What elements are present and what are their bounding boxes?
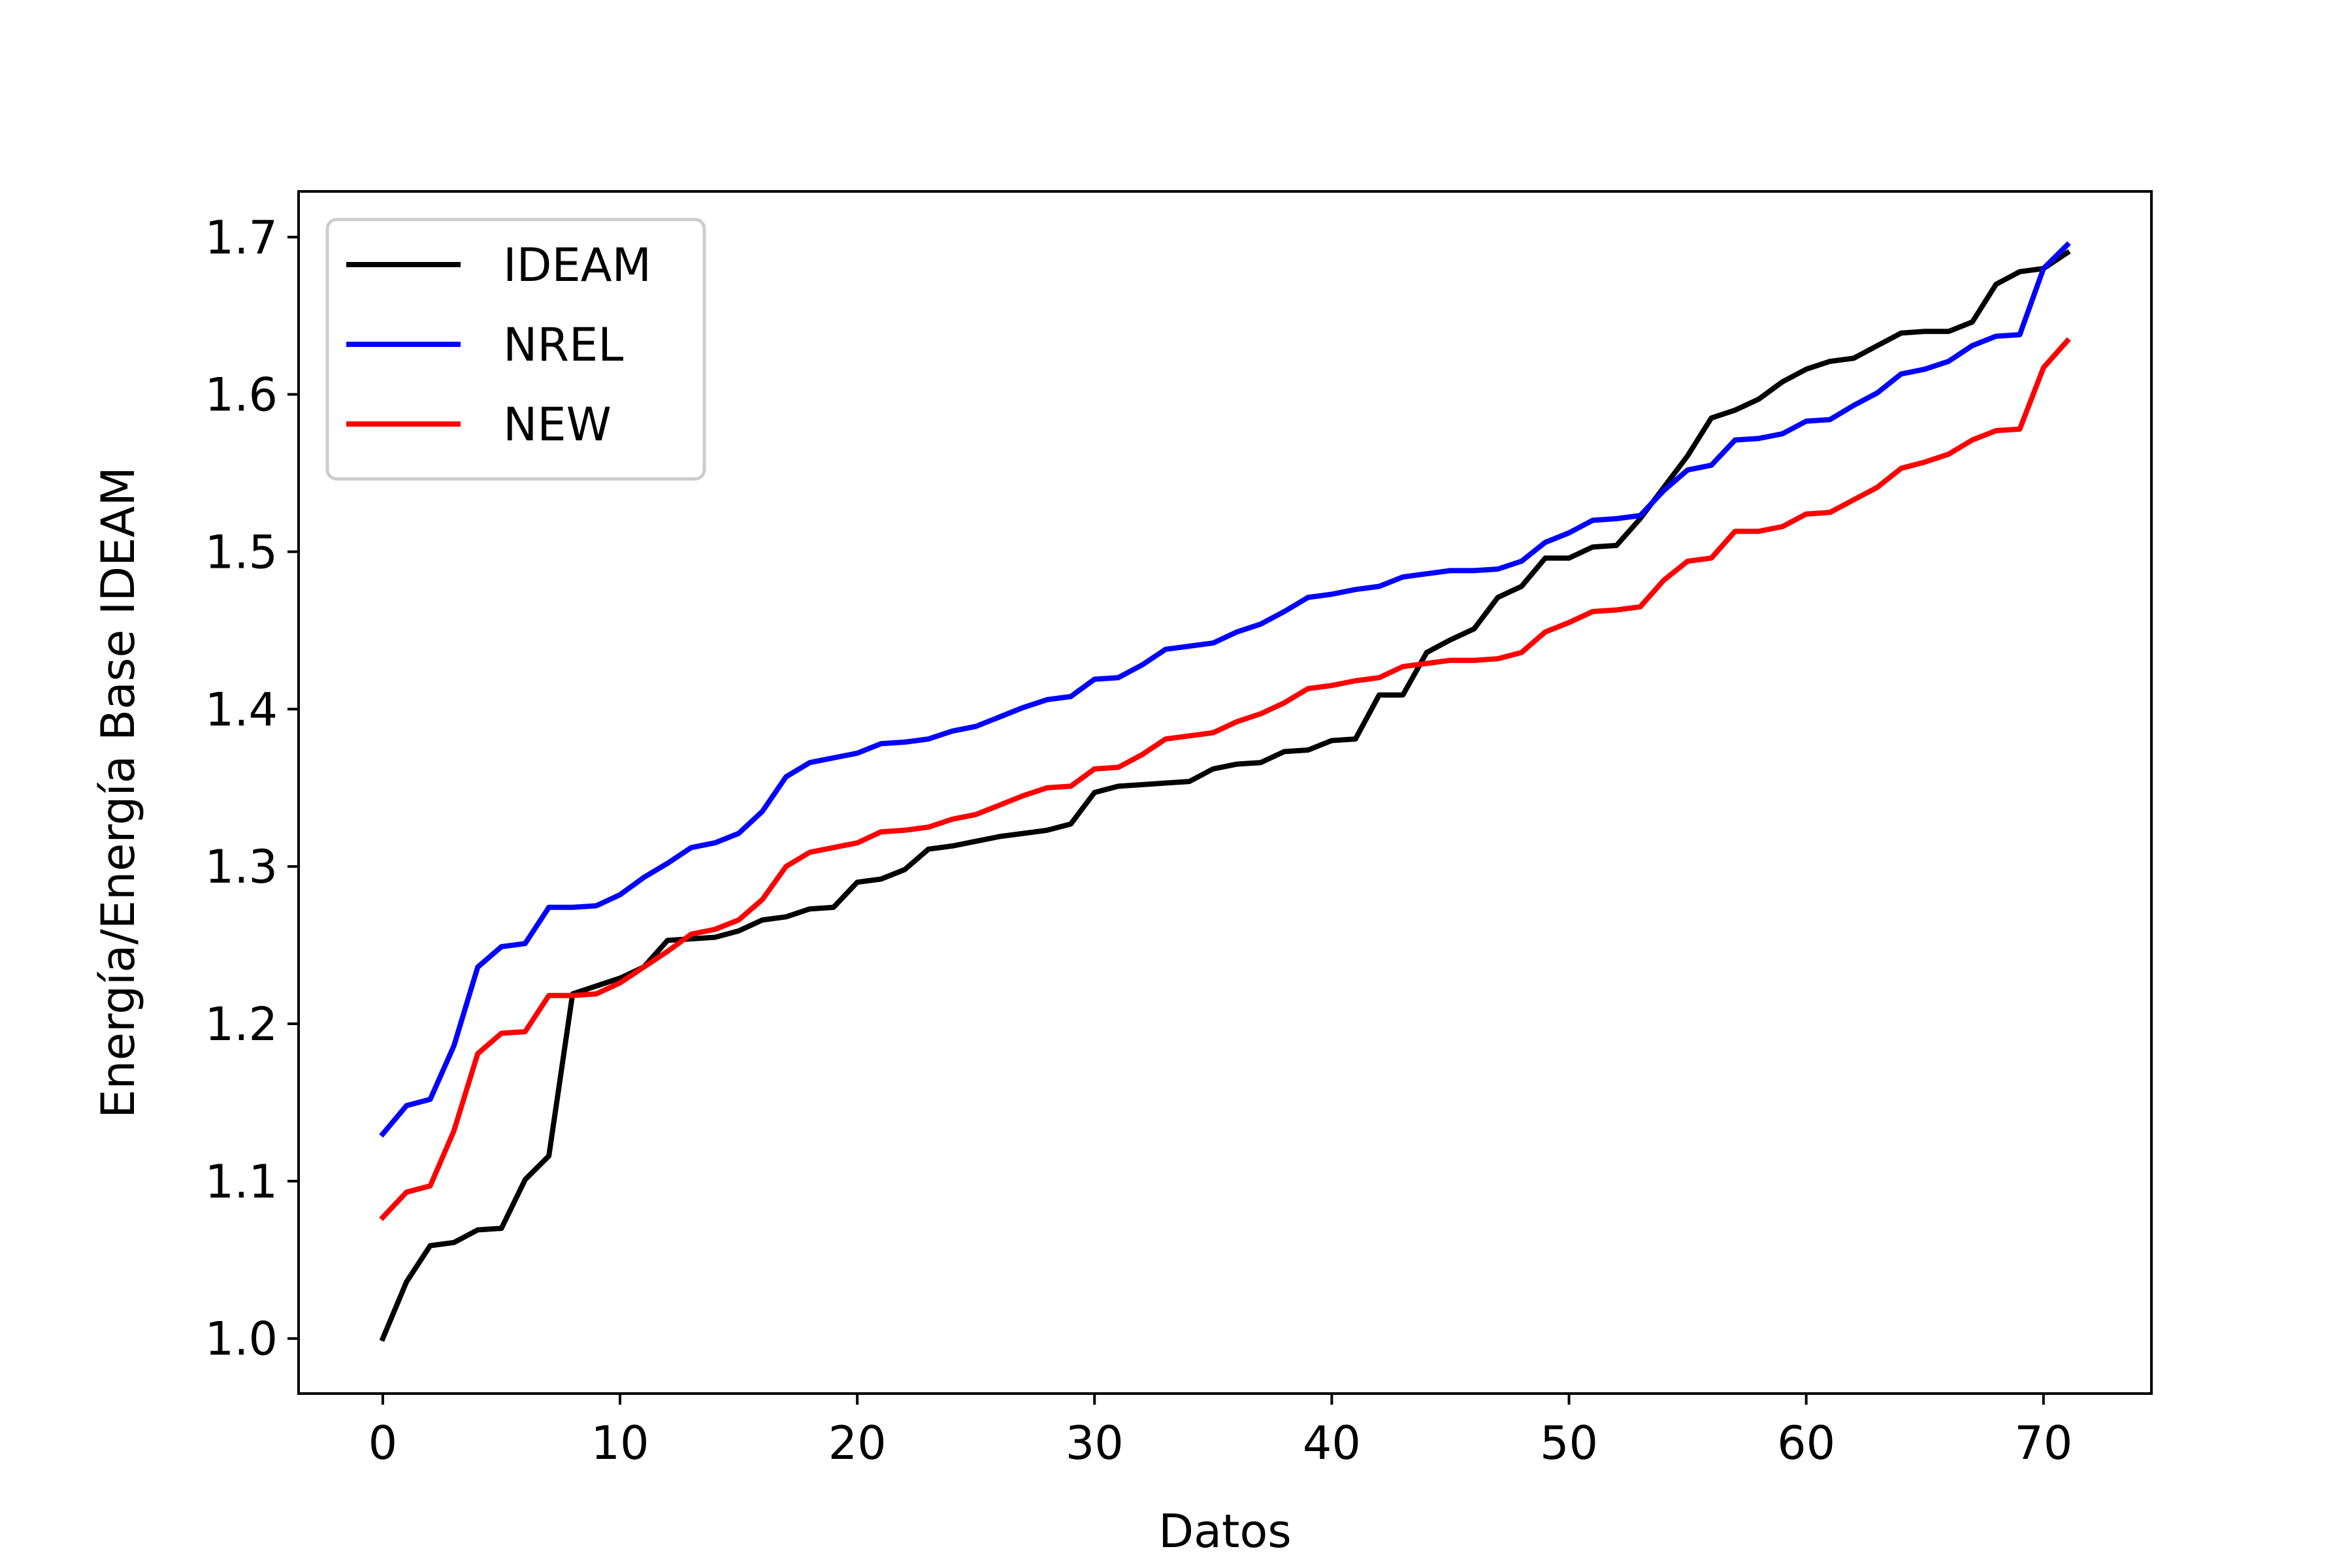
- legend-label-nrel: NREL: [503, 318, 623, 372]
- legend-box: [325, 218, 706, 481]
- x-tick-label: 60: [1777, 1416, 1835, 1470]
- x-tick-label: 70: [2014, 1416, 2072, 1470]
- legend: IDEAM NREL NEW: [325, 218, 706, 481]
- y-tick-label: 1.5: [205, 526, 278, 580]
- y-tick-label: 1.7: [205, 211, 278, 265]
- x-tick-label: 40: [1303, 1416, 1361, 1470]
- plot-area-frame: [297, 190, 2153, 1395]
- x-tick-label: 20: [828, 1416, 887, 1470]
- series-line-nrel: [379, 241, 2071, 1138]
- series-layer: [379, 241, 2071, 1342]
- x-tick-label: 10: [591, 1416, 649, 1470]
- series-line-new: [379, 337, 2071, 1221]
- x-tick-label: 50: [1540, 1416, 1598, 1470]
- y-tick-label: 1.1: [205, 1155, 278, 1209]
- legend-label-ideam: IDEAM: [503, 238, 651, 292]
- legend-label-new: NEW: [503, 398, 612, 451]
- y-tick-label: 1.3: [205, 840, 278, 894]
- ticks-layer: 0 10 20 30 40 50 60 70 1.0 1.1 1.2 1.3 1.4 1.5 1.6 1.7: [205, 211, 2073, 1470]
- x-tick-label: 30: [1066, 1416, 1124, 1470]
- y-tick-label: 1.4: [205, 683, 278, 736]
- x-tick-label: 0: [368, 1416, 398, 1470]
- y-tick-label: 1.2: [205, 998, 278, 1051]
- x-axis-label: Datos: [1158, 1505, 1292, 1558]
- y-tick-label: 1.6: [205, 368, 278, 422]
- series-line-ideam: [379, 249, 2071, 1342]
- y-tick-label: 1.0: [205, 1313, 278, 1366]
- y-axis-label: Energía/Energía Base IDEAM: [91, 466, 145, 1119]
